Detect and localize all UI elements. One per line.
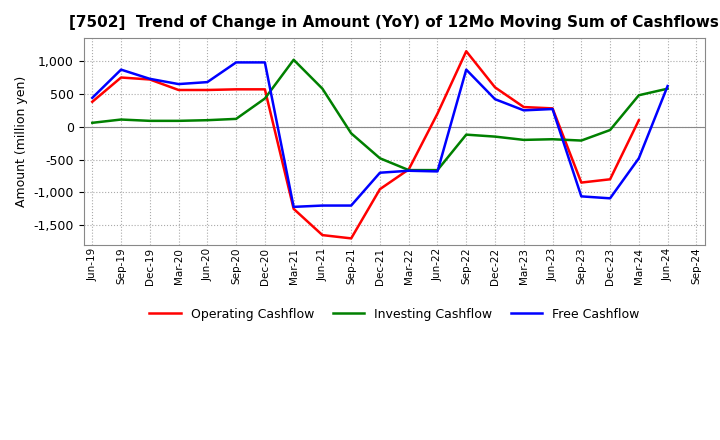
Free Cashflow — [577, 194, 585, 199]
Free Cashflow — [318, 203, 327, 208]
Investing Cashflow — [519, 137, 528, 143]
Free Cashflow — [261, 60, 269, 65]
Free Cashflow — [145, 76, 154, 81]
Operating Cashflow — [491, 85, 500, 90]
Free Cashflow — [232, 60, 240, 65]
Investing Cashflow — [405, 168, 413, 173]
Investing Cashflow — [462, 132, 471, 137]
Line: Investing Cashflow: Investing Cashflow — [92, 60, 667, 170]
Investing Cashflow — [232, 116, 240, 121]
Investing Cashflow — [663, 86, 672, 92]
Operating Cashflow — [405, 167, 413, 172]
Operating Cashflow — [376, 187, 384, 192]
Operating Cashflow — [548, 106, 557, 111]
Free Cashflow — [634, 156, 643, 161]
Investing Cashflow — [548, 136, 557, 142]
Investing Cashflow — [318, 86, 327, 92]
Investing Cashflow — [203, 117, 212, 123]
Operating Cashflow — [347, 236, 356, 241]
Free Cashflow — [376, 170, 384, 176]
Free Cashflow — [519, 108, 528, 113]
Operating Cashflow — [577, 180, 585, 185]
Free Cashflow — [289, 204, 298, 209]
Investing Cashflow — [88, 120, 96, 125]
Line: Operating Cashflow: Operating Cashflow — [92, 51, 639, 238]
Free Cashflow — [663, 84, 672, 89]
Operating Cashflow — [462, 48, 471, 54]
Free Cashflow — [405, 168, 413, 173]
Operating Cashflow — [606, 176, 614, 182]
Free Cashflow — [174, 81, 183, 87]
Investing Cashflow — [491, 134, 500, 139]
Investing Cashflow — [634, 92, 643, 98]
Title: [7502]  Trend of Change in Amount (YoY) of 12Mo Moving Sum of Cashflows: [7502] Trend of Change in Amount (YoY) o… — [69, 15, 719, 30]
Operating Cashflow — [634, 117, 643, 123]
Investing Cashflow — [577, 138, 585, 143]
Free Cashflow — [462, 67, 471, 72]
Operating Cashflow — [174, 88, 183, 93]
Investing Cashflow — [289, 57, 298, 62]
Operating Cashflow — [232, 87, 240, 92]
Investing Cashflow — [347, 131, 356, 136]
Operating Cashflow — [261, 87, 269, 92]
Investing Cashflow — [261, 96, 269, 101]
Investing Cashflow — [117, 117, 125, 122]
Investing Cashflow — [174, 118, 183, 124]
Investing Cashflow — [145, 118, 154, 124]
Free Cashflow — [491, 96, 500, 102]
Investing Cashflow — [606, 128, 614, 133]
Investing Cashflow — [433, 168, 442, 173]
Free Cashflow — [203, 80, 212, 85]
Operating Cashflow — [289, 206, 298, 212]
Investing Cashflow — [376, 156, 384, 161]
Operating Cashflow — [519, 104, 528, 110]
Operating Cashflow — [117, 75, 125, 80]
Free Cashflow — [433, 169, 442, 174]
Free Cashflow — [117, 67, 125, 72]
Free Cashflow — [88, 95, 96, 100]
Free Cashflow — [606, 196, 614, 201]
Legend: Operating Cashflow, Investing Cashflow, Free Cashflow: Operating Cashflow, Investing Cashflow, … — [144, 303, 644, 326]
Operating Cashflow — [88, 99, 96, 104]
Operating Cashflow — [318, 232, 327, 238]
Operating Cashflow — [145, 77, 154, 82]
Y-axis label: Amount (million yen): Amount (million yen) — [15, 76, 28, 207]
Free Cashflow — [548, 106, 557, 112]
Operating Cashflow — [203, 88, 212, 93]
Line: Free Cashflow: Free Cashflow — [92, 62, 667, 207]
Operating Cashflow — [433, 111, 442, 116]
Free Cashflow — [347, 203, 356, 208]
